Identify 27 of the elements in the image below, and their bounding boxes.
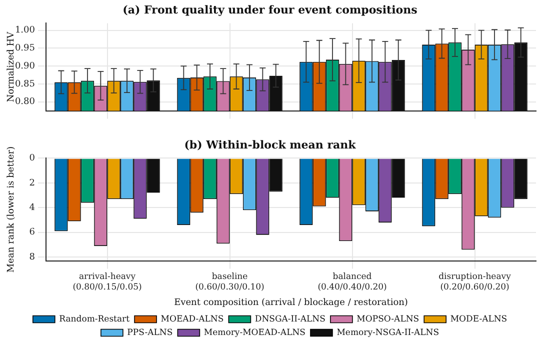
legend-label: MOEAD-ALNS: [160, 314, 224, 324]
y-tick-label: 0.90: [14, 61, 36, 72]
legend-label: Memory-MOEAD-ALNS: [204, 328, 306, 338]
y-tick-label: 0.85: [14, 79, 36, 90]
y-tick-label: 8: [29, 252, 36, 262]
y-tick-label: 0: [29, 154, 36, 164]
y-tick-label: 2: [29, 178, 35, 188]
legend-label: MODE-ALNS: [450, 314, 508, 324]
y-axis-title: Normalized HV: [6, 31, 17, 102]
legend-label: MOPSO-ALNS: [356, 314, 420, 324]
y-tick-label: 1.00: [14, 26, 36, 36]
x-tick-label: disruption-heavy (0.20/0.60/0.20): [438, 272, 512, 292]
y-tick-label: 0.80: [14, 97, 36, 108]
y-tick-label: 0.95: [14, 44, 36, 54]
x-axis-title: Event composition (arrival / blockage / restoration): [174, 298, 408, 308]
legend-label: PPS-ALNS: [127, 328, 173, 338]
x-tick-label: arrival-heavy (0.80/0.15/0.05): [72, 272, 142, 292]
legend-label: Memory-NSGA-II-ALNS: [336, 328, 440, 338]
legend-label: DNSGA-II-ALNS: [254, 314, 326, 324]
chart-title: (a) Front quality under four event compositions: [122, 3, 418, 16]
legend-label: Random-Restart: [59, 314, 130, 324]
y-tick-label: 6: [29, 228, 36, 238]
chart-title: (b) Within-block mean rank: [184, 138, 356, 152]
x-tick-label: balanced (0.40/0.40/0.20): [318, 272, 387, 292]
x-tick-label: baseline (0.60/0.30/0.10): [195, 272, 264, 292]
y-axis-title: Mean rank (lower is better): [6, 146, 17, 273]
y-tick-label: 4: [29, 202, 36, 213]
